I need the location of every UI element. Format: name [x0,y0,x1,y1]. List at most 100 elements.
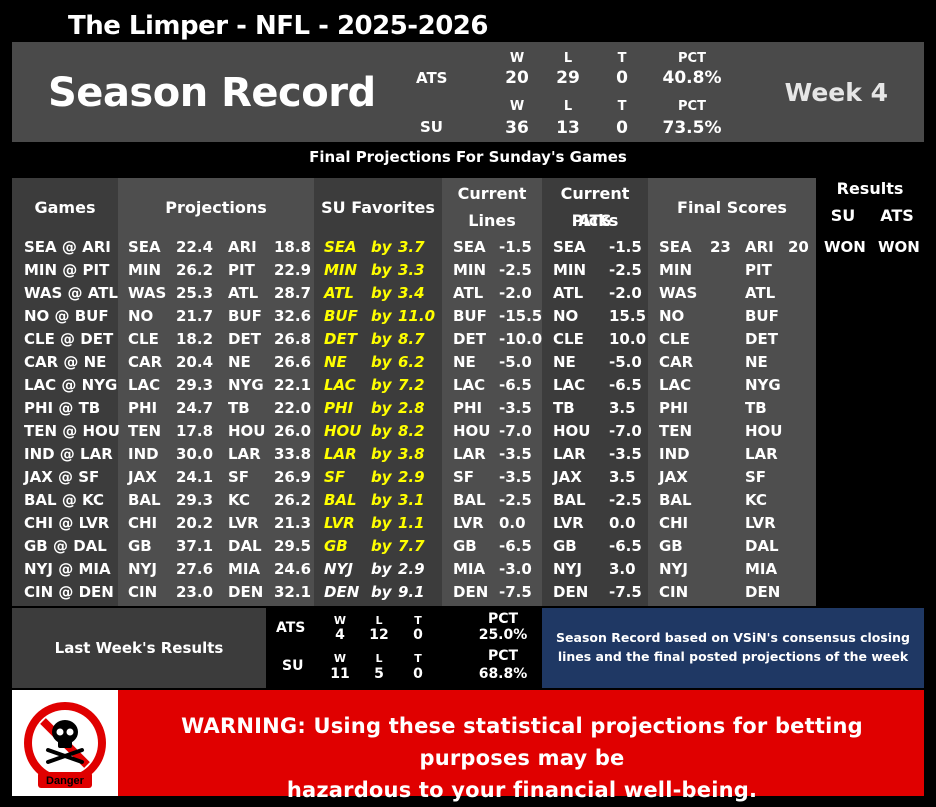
last-week-ats-l-header: L [375,614,383,627]
ats-pick-value: -6.5 [609,537,642,555]
record-note: Season Record based on VSiN's consensus … [552,628,914,666]
proj-team-2: KC [228,491,250,509]
su-favorite-team: NE [324,353,347,371]
last-week-ats-pct-header: PCT [487,611,519,627]
su-favorites-column [314,178,442,606]
proj-score-1: 30.0 [176,445,214,463]
season-su-w: 36 [505,118,529,138]
su-favorite-team: DET [324,330,357,348]
ats-pick-value: 3.5 [609,399,636,417]
proj-team-2: BUF [228,307,262,325]
proj-team-2: DEN [228,583,264,601]
su-favorite-by: by [371,261,392,279]
game-matchup: NYJ @ MIA [24,560,111,578]
ats-pick-value: -3.5 [609,445,642,463]
proj-score-2: 26.2 [274,491,312,509]
proj-score-1: 25.3 [176,284,214,302]
su-favorite-by: by [371,353,392,371]
proj-team-2: DET [228,330,261,348]
line-team: SF [453,468,475,486]
su-favorite-team: MIN [324,261,358,279]
su-favorite-team: ATL [324,284,354,302]
proj-team-1: MIN [128,261,162,279]
final-team-2: TB [745,399,767,417]
last-week-su-t-header: T [414,652,422,665]
final-team-2: LVR [745,514,776,532]
proj-score-2: 22.0 [274,399,312,417]
line-team: DET [453,330,486,348]
final-team-1: CAR [659,353,694,371]
results-column [816,178,924,606]
warning-line-2: hazardous to your financial well-being. [286,778,758,802]
game-matchup: CAR @ NE [24,353,107,371]
su-favorite-by: by [371,445,392,463]
line-value: -3.5 [499,399,532,417]
ats-pick-value: -7.0 [609,422,642,440]
subtitle: Final Projections For Sunday's Games [309,148,627,166]
season-ats-l: 29 [556,68,580,88]
proj-team-2: DAL [228,537,262,555]
su-favorite-margin: 7.2 [398,376,425,394]
proj-team-1: NO [128,307,154,325]
proj-team-2: TB [228,399,250,417]
final-team-1: MIN [659,261,693,279]
su-favorite-team: LAC [324,376,356,394]
last-week-su-label: SU [282,658,304,674]
game-matchup: TEN @ HOU [24,422,120,440]
season-su-l: 13 [556,118,580,138]
header-results-su: SU [830,206,856,225]
final-score-1: 23 [710,238,731,256]
line-value: -3.5 [499,445,532,463]
header-current-lines-1: Current [457,184,527,203]
final-team-2: ARI [745,238,774,256]
games-column [12,178,118,606]
proj-team-1: NYJ [128,560,157,578]
proj-team-2: MIA [228,560,261,578]
su-favorite-by: by [371,583,392,601]
final-score-2: 20 [788,238,809,256]
season-ats-l-header: L [563,51,573,66]
last-week-ats-t: 0 [413,627,423,643]
last-week-su-pct: 68.8% [478,666,528,682]
line-value: -6.5 [499,537,532,555]
proj-score-2: 24.6 [274,560,312,578]
header-current-lines-2: Lines [468,211,516,230]
last-week-su-t: 0 [413,666,423,682]
ats-pick-team: TB [553,399,575,417]
su-favorite-team: GB [324,537,348,555]
line-value: -1.5 [499,238,532,256]
su-favorite-margin: 3.8 [398,445,425,463]
line-team: BUF [453,307,487,325]
last-week-ats-pct: 25.0% [478,627,528,643]
result-su: WON [824,238,866,256]
season-ats-w: 20 [505,68,529,88]
season-su-pct-header: PCT [678,99,706,114]
proj-score-1: 37.1 [176,537,214,555]
season-su-t-header: T [617,99,627,114]
su-favorite-team: HOU [324,422,362,440]
su-favorite-by: by [371,514,392,532]
ats-pick-value: -2.5 [609,491,642,509]
proj-team-1: CIN [128,583,158,601]
current-lines-column [442,178,542,606]
su-favorite-team: BUF [324,307,358,325]
proj-score-1: 26.2 [176,261,214,279]
danger-icon: Danger [12,690,118,796]
su-favorite-margin: 2.9 [398,468,425,486]
line-team: BAL [453,491,486,509]
ats-pick-team: NO [553,307,579,325]
ats-pick-team: DEN [553,583,589,601]
final-team-2: DET [745,330,778,348]
proj-team-1: WAS [128,284,167,302]
proj-score-2: 22.1 [274,376,312,394]
su-favorite-team: LVR [324,514,355,532]
ats-pick-value: 3.5 [609,468,636,486]
proj-team-1: GB [128,537,152,555]
line-value: -3.5 [499,468,532,486]
proj-team-2: ARI [228,238,257,256]
ats-pick-value: 10.0 [609,330,647,348]
proj-team-2: NYG [228,376,264,394]
ats-pick-team: JAX [553,468,582,486]
final-team-2: MIA [745,560,778,578]
proj-score-1: 20.2 [176,514,214,532]
